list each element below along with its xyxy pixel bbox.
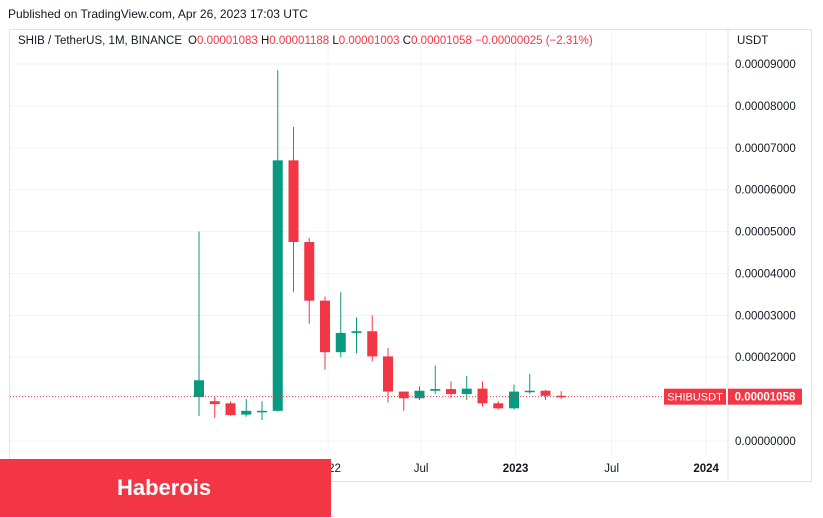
haberois-banner: Haberois <box>0 459 331 517</box>
candle-body <box>257 410 267 413</box>
banner-text: Haberois <box>117 475 212 500</box>
candle-body <box>209 401 220 405</box>
chart-frame <box>9 29 812 482</box>
x-tick-label: 2023 <box>503 463 529 475</box>
x-tick-label: Jul <box>414 463 429 475</box>
legend-symbol: SHIB / TetherUS, 1M, BINANCE <box>18 35 183 47</box>
candle-body <box>509 391 519 409</box>
candle-body <box>493 403 504 409</box>
legend-change-value: −0.00000025 (−2.31%) <box>475 35 593 47</box>
y-tick-label: 0.00009000 <box>735 59 796 71</box>
candle-body <box>477 388 488 404</box>
candle-body <box>398 391 409 399</box>
y-tick-label: 0.00004000 <box>735 268 796 280</box>
candle-body <box>225 403 236 416</box>
candle-body <box>320 300 330 353</box>
ohlc-legend: SHIB / TetherUS, 1M, BINANCE O0.00001083 … <box>18 35 593 47</box>
candle-body <box>272 160 283 411</box>
candle-body <box>540 390 551 396</box>
x-tick-label: Jul <box>604 463 619 475</box>
candle-body <box>351 331 362 333</box>
candle-body <box>446 389 456 395</box>
candle-body <box>383 356 393 392</box>
y-tick-label: 0.00008000 <box>735 101 796 113</box>
candle-body <box>288 160 299 243</box>
y-tick-label: 0.00002000 <box>735 352 796 364</box>
y-tick-label: 0.00003000 <box>735 310 796 322</box>
candle-body <box>461 388 472 395</box>
legend-open-label: O <box>188 35 197 47</box>
y-tick-label: 0.00006000 <box>735 185 796 197</box>
candle-body <box>524 390 535 393</box>
y-tick-label: 0.00005000 <box>735 227 796 239</box>
legend-low-label: L <box>332 35 339 47</box>
legend-low-value: 0.00001003 <box>338 35 400 47</box>
candle-body <box>304 242 315 301</box>
candle-body <box>335 332 346 353</box>
candle-body <box>241 410 252 415</box>
candle-body <box>430 389 441 391</box>
price-tag-bg <box>728 388 802 405</box>
legend-close-label: C <box>402 35 412 47</box>
candle-body <box>367 331 378 357</box>
symbol-tag-bg <box>664 388 726 405</box>
y-tick-label: 0.00000000 <box>735 436 796 448</box>
candle-body <box>556 395 567 398</box>
currency-label: USDT <box>737 35 769 47</box>
candle-body <box>194 380 204 398</box>
candle-body <box>414 390 425 399</box>
legend-high-label: H <box>260 35 270 47</box>
x-tick-label: 2024 <box>693 463 719 475</box>
published-caption: Published on TradingView.com, Apr 26, 20… <box>8 7 308 21</box>
legend-open-value: 0.00001083 <box>197 35 258 47</box>
legend-close-value: 0.00001058 <box>411 35 472 47</box>
price-tag-value: 0.00001058 <box>735 392 796 404</box>
symbol-tag-label: SHIBUSDT <box>667 392 723 404</box>
y-tick-label: 0.00007000 <box>735 143 796 155</box>
legend-high-value: 0.00001188 <box>269 35 330 47</box>
